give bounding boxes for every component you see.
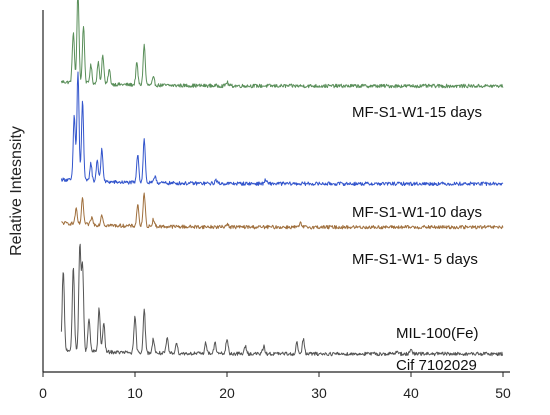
series-label-5-days: MF-S1-W1- 5 days <box>352 251 478 268</box>
series-line-0 <box>60 0 504 89</box>
series-label-15-days: MF-S1-W1-15 days <box>352 104 482 121</box>
x-tick-label-0: 0 <box>39 385 47 401</box>
x-tick-label-50: 50 <box>495 385 511 401</box>
series-label-10-days: MF-S1-W1-10 days <box>352 204 482 221</box>
series-line-3 <box>60 243 504 357</box>
x-tick-label-20: 20 <box>219 385 235 401</box>
series-line-1 <box>60 71 504 187</box>
series-group <box>60 0 504 357</box>
series-label-cif: Cif 7102029 <box>396 357 477 374</box>
x-axis-tick-labels: 0 10 20 30 40 50 <box>39 385 511 401</box>
x-tick-label-30: 30 <box>311 385 327 401</box>
x-axis-ticks <box>42 372 504 377</box>
y-axis-label: Relative Intesnsity <box>8 126 25 256</box>
x-tick-label-40: 40 <box>403 385 419 401</box>
series-label-mil100: MIL-100(Fe) <box>396 325 479 342</box>
x-tick-label-10: 10 <box>127 385 143 401</box>
series-line-2 <box>61 192 504 230</box>
